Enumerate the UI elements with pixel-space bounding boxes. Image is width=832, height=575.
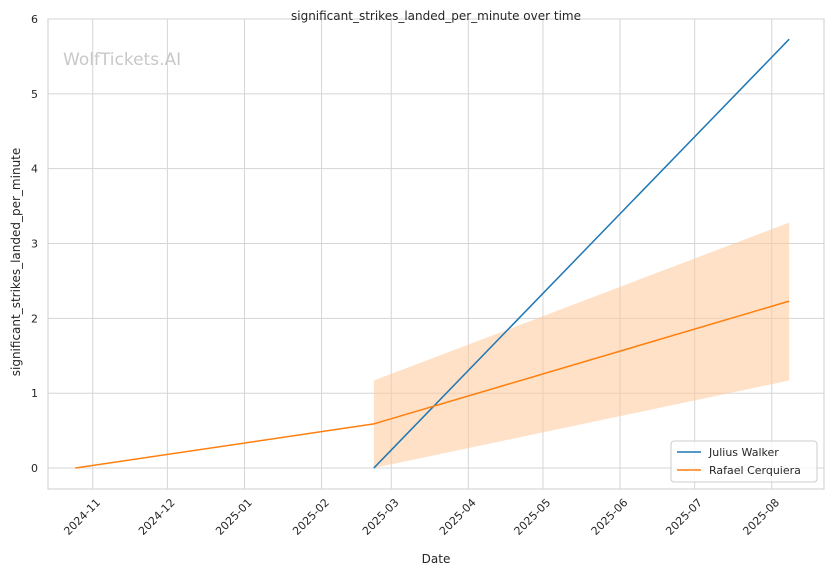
y-axis-title: significant_strikes_landed_per_minute — [9, 148, 23, 377]
x-tick-label: 2025-03 — [360, 496, 402, 538]
x-axis-ticks: 2024-11 2024-12 2025-01 2025-02 2025-03 2025-… — [61, 496, 782, 538]
y-tick-label: 3 — [31, 238, 38, 251]
y-tick-label: 5 — [31, 88, 38, 101]
chart-title: significant_strikes_landed_per_minute ov… — [291, 9, 581, 23]
y-tick-label: 1 — [31, 387, 38, 400]
series-line-rafael-cerquiera — [75, 300, 790, 469]
watermark: WolfTickets.AI — [63, 50, 181, 70]
confidence-band-rafael-cerquiera — [373, 222, 790, 469]
x-tick-label: 2025-06 — [589, 496, 631, 538]
x-tick-label: 2025-02 — [290, 496, 332, 538]
y-axis-ticks: 0 1 2 3 4 5 6 — [31, 13, 38, 475]
legend-label-julius-walker: Julius Walker — [708, 446, 779, 459]
y-tick-label: 4 — [31, 163, 38, 176]
y-tick-label: 2 — [31, 312, 38, 325]
x-tick-label: 2025-05 — [512, 496, 554, 538]
x-tick-label: 2025-01 — [213, 496, 255, 538]
x-tick-label: 2025-04 — [437, 496, 479, 538]
series-line-julius-walker — [373, 38, 790, 469]
x-axis-title: Date — [422, 552, 451, 566]
x-tick-label: 2024-11 — [61, 496, 103, 538]
confidence-bands — [373, 222, 790, 469]
legend-box — [670, 440, 818, 483]
y-tick-label: 6 — [31, 13, 38, 26]
series-lines — [75, 38, 790, 469]
x-tick-label: 2025-08 — [740, 496, 782, 538]
y-tick-label: 0 — [31, 462, 38, 475]
legend-label-rafael-cerquiera: Rafael Cerquiera — [709, 464, 801, 477]
x-tick-label: 2025-07 — [663, 496, 705, 538]
legend: Julius Walker Rafael Cerquiera — [670, 440, 818, 483]
x-tick-label: 2024-12 — [136, 496, 178, 538]
